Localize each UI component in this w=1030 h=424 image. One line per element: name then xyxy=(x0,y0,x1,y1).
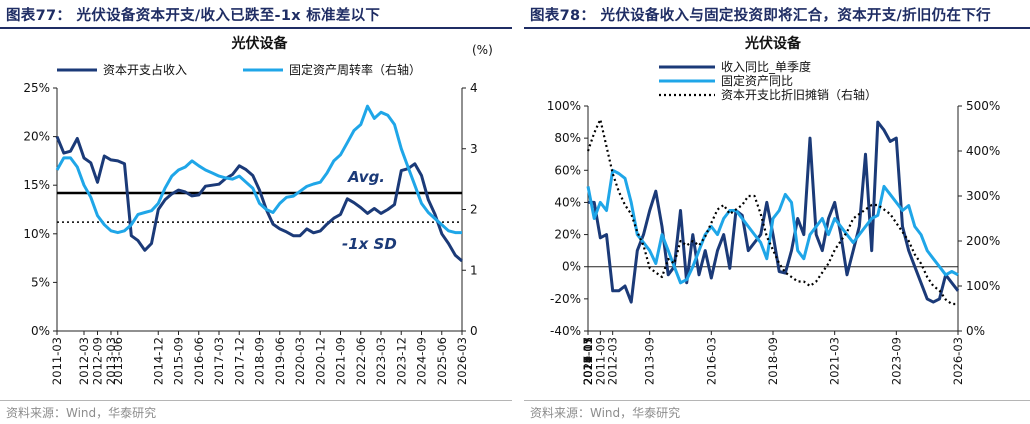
right-axis-unit: (%) xyxy=(472,43,493,57)
left-tick-label: 80% xyxy=(554,131,581,145)
series-line-1 xyxy=(586,168,959,285)
legend-label: 固定资产周转率（右轴） xyxy=(289,62,421,77)
left-tick-label: -20% xyxy=(550,292,581,306)
x-tick-label: 2023-12 xyxy=(394,337,408,385)
x-tick-label: 2013-01 xyxy=(581,337,595,385)
legend-label: 固定资产同比 xyxy=(721,73,793,88)
right-tick-label: 4 xyxy=(470,81,478,95)
x-tick-label: 2020-12 xyxy=(313,337,327,385)
source-divider xyxy=(0,400,512,401)
x-tick-label: 2018-09 xyxy=(766,337,780,385)
left-tick-label: 0% xyxy=(562,260,581,274)
x-tick-label: 2020-05 xyxy=(581,337,595,385)
x-tick-label: 2025-05 xyxy=(581,337,595,385)
title-divider xyxy=(0,27,512,29)
x-tick-label: 2011-03 xyxy=(581,337,595,385)
x-tick-label: 2012-11 xyxy=(581,337,595,385)
x-tick-label: 2016-03 xyxy=(704,337,718,385)
legend-label: 收入同比_单季度 xyxy=(721,59,811,74)
source-divider xyxy=(524,400,1030,401)
x-tick-label: 2014-12 xyxy=(151,337,165,385)
figure-title: 图表78： 光伏设备收入与固定投资即将汇合，资本开支/折旧仍在下行 xyxy=(530,8,991,24)
x-tick-label: 2021-09 xyxy=(334,337,348,385)
legend-label: 资本开支比折旧摊销（右轴） xyxy=(721,87,877,102)
right-tick-label: 1 xyxy=(470,263,478,277)
source-note: 资料来源：Wind，华泰研究 xyxy=(530,406,681,420)
left-tick-label: -40% xyxy=(550,324,581,338)
x-tick-label: 2026-03 xyxy=(455,337,469,385)
x-tick-label: 2026-03 xyxy=(951,337,965,385)
x-tick-label: 2013-09 xyxy=(643,337,657,385)
x-tick-label: 2024-09 xyxy=(415,337,429,385)
x-tick-label: 2019-07 xyxy=(581,337,595,385)
series-line-0 xyxy=(55,136,463,263)
x-tick-label: 2017-12 xyxy=(232,337,246,385)
x-tick-label: 2021-03 xyxy=(828,337,842,385)
x-tick-label: 2017-11 xyxy=(581,337,595,385)
x-tick-label: 2017-01 xyxy=(581,337,595,385)
x-tick-label: 2011-03 xyxy=(50,337,64,385)
x-tick-label: 2020-03 xyxy=(293,337,307,385)
right-tick-label: 100% xyxy=(966,279,1000,293)
x-tick-label: 2025-06 xyxy=(435,337,449,385)
left-tick-label: 10% xyxy=(23,227,50,241)
x-tick-label: 2017-03 xyxy=(212,337,226,385)
x-tick-label: 2016-06 xyxy=(192,337,206,385)
left-tick-label: 100% xyxy=(547,99,581,113)
minus-1sd-label: -1x SD xyxy=(342,235,397,253)
x-tick-label: 2012-03 xyxy=(606,337,620,385)
series-line-0 xyxy=(588,120,960,304)
figure-title: 图表77： 光伏设备资本开支/收入已跌至-1x 标准差以下 xyxy=(6,8,381,24)
x-tick-label: 2013-03 xyxy=(104,337,118,385)
left-tick-label: 0% xyxy=(31,324,50,338)
left-tick-label: 5% xyxy=(31,275,50,289)
left-tick-label: 60% xyxy=(554,163,581,177)
x-tick-label: 2015-09 xyxy=(172,337,186,385)
right-tick-label: 400% xyxy=(966,144,1000,158)
x-tick-label: 2022-11 xyxy=(581,337,595,385)
left-tick-label: 25% xyxy=(23,81,50,95)
left-tick-label: 40% xyxy=(554,195,581,209)
left-tick-label: 15% xyxy=(23,178,50,192)
x-tick-label: 2014-07 xyxy=(581,337,595,385)
chart-title: 光伏设备 xyxy=(231,35,289,52)
chart-77-svg: 光伏设备 (%) 0% 5% 10% 15% 20% 25% 0 1 2 3 4 2011-03 2012-… xyxy=(23,35,493,385)
chart-panel-78: 图表78： 光伏设备收入与固定投资即将汇合，资本开支/折旧仍在下行 光伏设备 -4… xyxy=(524,0,1030,424)
x-tick-label: 2012-03 xyxy=(77,337,91,385)
title-divider xyxy=(524,27,1030,29)
chart-78-svg: 光伏设备 -40% -20% 0% 20% 40% 60% 80% 100% 0% 100% 200%… xyxy=(547,35,1001,385)
right-tick-label: 2 xyxy=(470,203,478,217)
x-tick-label: 2013-06 xyxy=(111,337,125,385)
chart-panel-77: 图表77： 光伏设备资本开支/收入已跌至-1x 标准差以下 光伏设备 (%) 0% 5… xyxy=(0,0,512,424)
right-tick-label: 300% xyxy=(966,189,1000,203)
series-line-1 xyxy=(55,104,462,235)
legend-label: 资本开支占收入 xyxy=(103,62,187,77)
right-tick-label: 3 xyxy=(470,142,478,156)
right-tick-label: 0 xyxy=(470,324,478,338)
source-note: 资料来源：Wind，华泰研究 xyxy=(6,406,157,420)
x-tick-label: 2022-01 xyxy=(581,337,595,385)
right-tick-label: 0% xyxy=(966,324,985,338)
average-label: Avg. xyxy=(347,168,385,186)
x-tick-label: 2019-06 xyxy=(273,337,287,385)
left-tick-label: 20% xyxy=(554,228,581,242)
x-tick-label: 2012-09 xyxy=(91,337,105,385)
x-tick-label: 2018-09 xyxy=(253,337,267,385)
series-line-2 xyxy=(586,118,958,306)
chart-title: 光伏设备 xyxy=(744,35,802,52)
x-tick-label: 2023-09 xyxy=(889,337,903,385)
x-tick-label: 2023-03 xyxy=(374,337,388,385)
x-tick-label: 2024-07 xyxy=(581,337,595,385)
x-tick-label: 2015-05 xyxy=(581,337,595,385)
left-tick-label: 20% xyxy=(23,130,50,144)
right-tick-label: 500% xyxy=(966,99,1000,113)
x-tick-label: 2022-06 xyxy=(354,337,368,385)
x-tick-label: 2011-09 xyxy=(593,337,607,385)
right-tick-label: 200% xyxy=(966,234,1000,248)
